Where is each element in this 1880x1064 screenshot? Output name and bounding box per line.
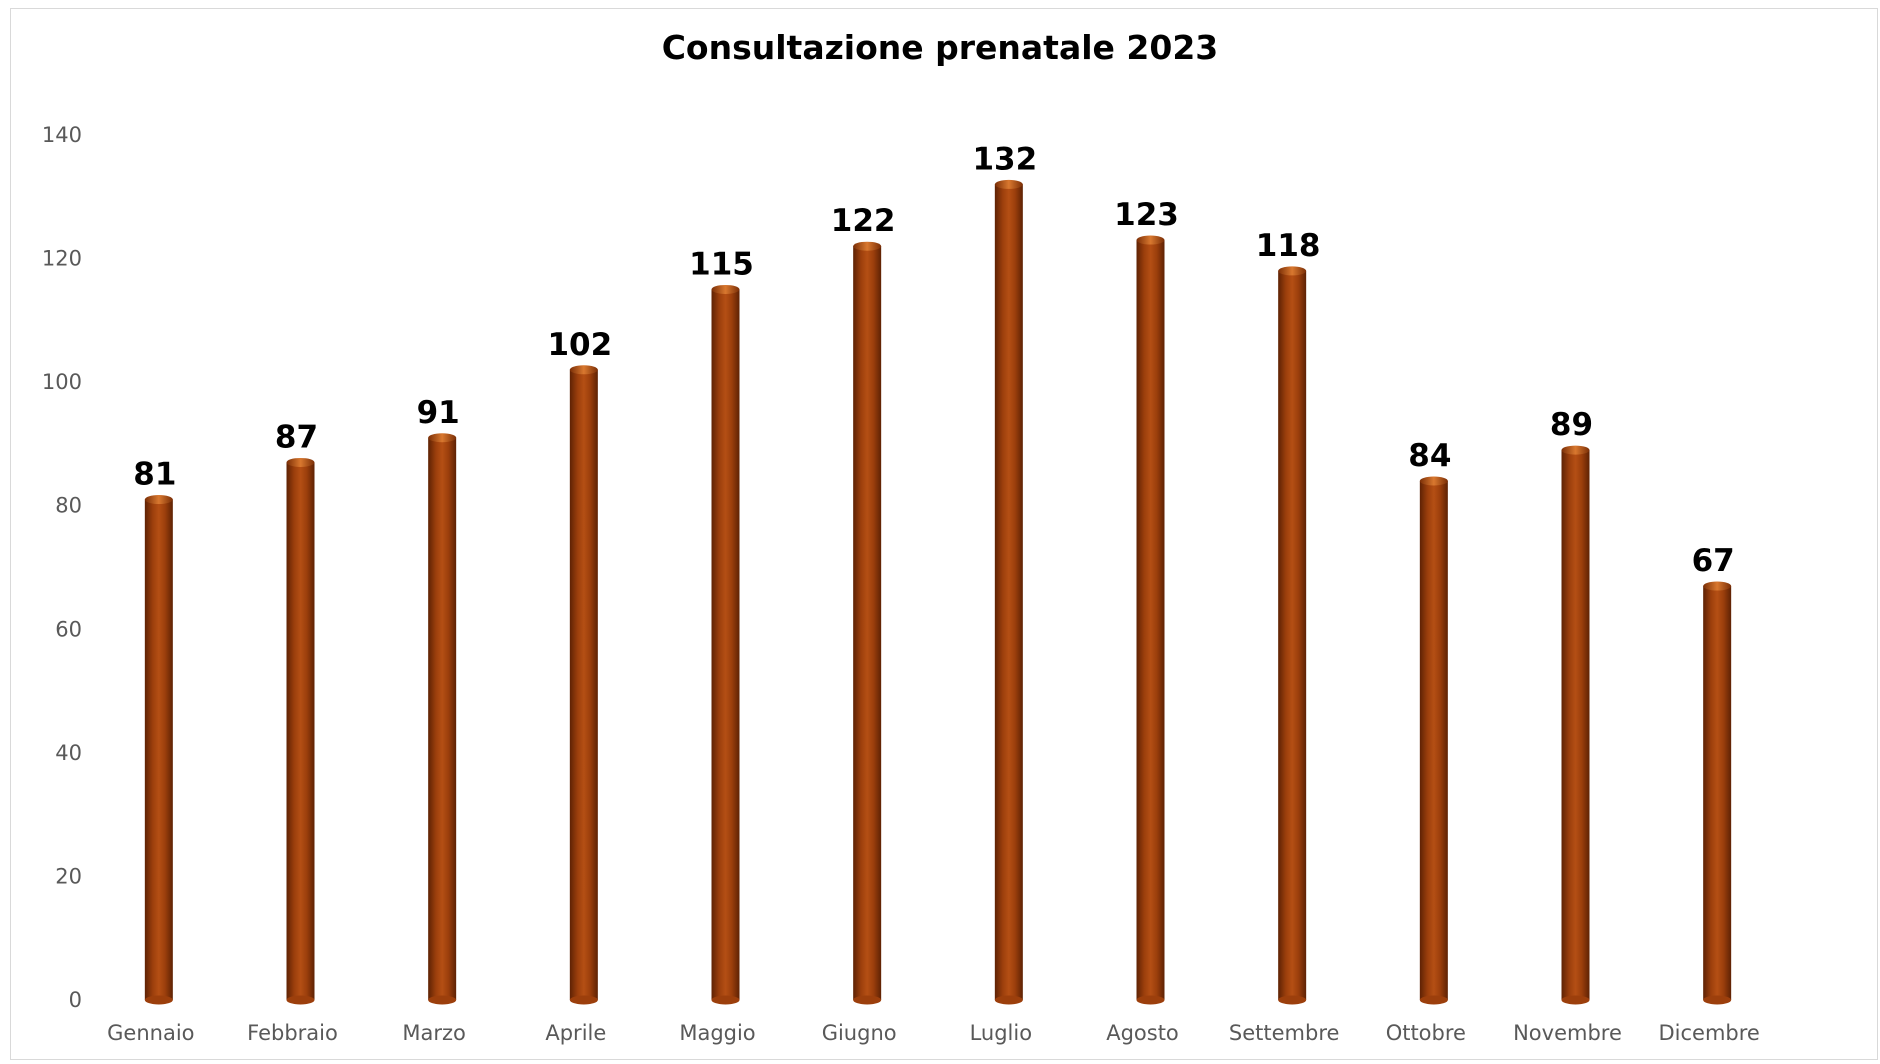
y-tick-label: 60 bbox=[55, 617, 82, 641]
data-label: 122 bbox=[831, 203, 896, 239]
x-tick-label: Gennaio bbox=[107, 1021, 194, 1045]
chart-title: Consultazione prenatale 2023 bbox=[661, 28, 1219, 67]
data-label: 132 bbox=[972, 141, 1037, 177]
bar-body bbox=[428, 437, 457, 1000]
bar bbox=[994, 179, 1023, 1005]
y-tick-label: 140 bbox=[42, 123, 82, 147]
bar-base bbox=[1561, 995, 1590, 1005]
bar-body bbox=[853, 246, 882, 1000]
data-label: 91 bbox=[417, 395, 460, 431]
y-tick-label: 100 bbox=[42, 370, 82, 394]
bar-body bbox=[711, 289, 740, 1000]
data-label: 67 bbox=[1692, 543, 1735, 579]
data-labels-group: 81 87 91 102 115 122 132 123 118 84 89 67 bbox=[133, 141, 1734, 579]
bar-body bbox=[286, 462, 315, 1000]
x-tick-label: Dicembre bbox=[1658, 1021, 1759, 1045]
data-label: 102 bbox=[547, 327, 612, 363]
bar-cap bbox=[1278, 266, 1307, 276]
bar-body bbox=[144, 499, 173, 1000]
bar-body bbox=[1703, 586, 1732, 1000]
bar bbox=[1419, 476, 1448, 1005]
bar-cap bbox=[428, 433, 457, 443]
bar-body bbox=[1561, 450, 1590, 1000]
bar-cap bbox=[1419, 476, 1448, 486]
y-tick-label: 20 bbox=[55, 864, 82, 888]
bar-base bbox=[569, 995, 598, 1005]
x-tick-label: Settembre bbox=[1229, 1021, 1340, 1045]
bar bbox=[1703, 581, 1732, 1005]
y-tick-label: 120 bbox=[42, 247, 82, 271]
bar-base bbox=[711, 995, 740, 1005]
bar bbox=[286, 457, 315, 1005]
bar-base bbox=[994, 995, 1023, 1005]
bar bbox=[711, 284, 740, 1005]
bar bbox=[569, 365, 598, 1005]
data-label: 89 bbox=[1550, 407, 1593, 443]
bar-cap bbox=[1136, 235, 1165, 245]
x-tick-label: Agosto bbox=[1106, 1021, 1179, 1045]
bar-base bbox=[428, 995, 457, 1005]
x-tick-label: Luglio bbox=[970, 1021, 1033, 1045]
y-tick-label: 40 bbox=[55, 741, 82, 765]
bar bbox=[1136, 235, 1165, 1005]
x-tick-label: Marzo bbox=[402, 1021, 466, 1045]
bar-base bbox=[1278, 995, 1307, 1005]
x-tick-label: Aprile bbox=[545, 1021, 606, 1045]
bar-body bbox=[569, 369, 598, 1000]
bar-base bbox=[1703, 995, 1732, 1005]
bar-base bbox=[853, 995, 882, 1005]
bar-base bbox=[144, 995, 173, 1005]
bar-body bbox=[994, 184, 1023, 1000]
bar-cap bbox=[286, 457, 315, 467]
x-tick-label: Novembre bbox=[1513, 1021, 1622, 1045]
bar-cap bbox=[711, 284, 740, 294]
y-tick-label: 80 bbox=[55, 494, 82, 518]
bar-body bbox=[1136, 240, 1165, 1001]
bar-base bbox=[1136, 995, 1165, 1005]
x-tick-label: Ottobre bbox=[1386, 1021, 1466, 1045]
bar bbox=[853, 241, 882, 1005]
y-axis: 0 20 40 60 80 100 120 140 bbox=[42, 123, 82, 1012]
bar-cap bbox=[1703, 581, 1732, 591]
data-label: 123 bbox=[1114, 197, 1179, 233]
bar-cap bbox=[1561, 445, 1590, 455]
x-tick-label: Maggio bbox=[679, 1021, 755, 1045]
data-label: 87 bbox=[275, 419, 318, 455]
bars-group bbox=[144, 179, 1732, 1005]
bar bbox=[1278, 266, 1307, 1005]
bar bbox=[428, 433, 457, 1005]
bar-cap bbox=[569, 365, 598, 375]
bar-cap bbox=[144, 495, 173, 505]
data-label: 118 bbox=[1256, 228, 1321, 264]
x-axis: Gennaio Febbraio Marzo Aprile Maggio Giugno Lu… bbox=[107, 1021, 1760, 1045]
data-label: 81 bbox=[133, 457, 176, 493]
bar-body bbox=[1419, 481, 1448, 1000]
x-tick-label: Febbraio bbox=[247, 1021, 338, 1045]
bar-base bbox=[1419, 995, 1448, 1005]
bar-base bbox=[286, 995, 315, 1005]
bar bbox=[144, 495, 173, 1005]
x-tick-label: Giugno bbox=[822, 1021, 897, 1045]
data-label: 84 bbox=[1408, 438, 1451, 474]
data-label: 115 bbox=[689, 246, 754, 282]
bar-cap bbox=[994, 179, 1023, 189]
bar bbox=[1561, 445, 1590, 1005]
bar-body bbox=[1278, 270, 1307, 1000]
bar-cap bbox=[853, 241, 882, 251]
y-tick-label: 0 bbox=[69, 988, 82, 1012]
